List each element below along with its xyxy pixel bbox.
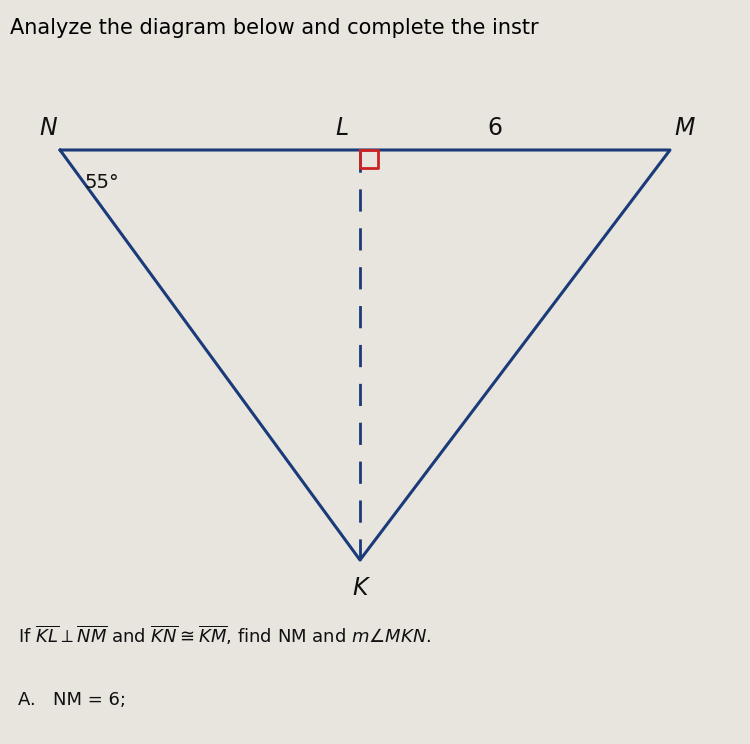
Text: M: M bbox=[675, 116, 695, 140]
Text: K: K bbox=[352, 576, 368, 600]
Text: Analyze the diagram below and complete the instr: Analyze the diagram below and complete t… bbox=[10, 18, 538, 38]
Text: N: N bbox=[39, 116, 57, 140]
Text: 6: 6 bbox=[488, 116, 502, 140]
Text: 55°: 55° bbox=[85, 173, 119, 191]
Text: L: L bbox=[335, 116, 349, 140]
Text: A.   NM = 6;: A. NM = 6; bbox=[18, 691, 126, 709]
Text: If $\overline{KL}\perp\overline{NM}$ and $\overline{KN}\cong\overline{KM}$, find: If $\overline{KL}\perp\overline{NM}$ and… bbox=[18, 623, 431, 647]
